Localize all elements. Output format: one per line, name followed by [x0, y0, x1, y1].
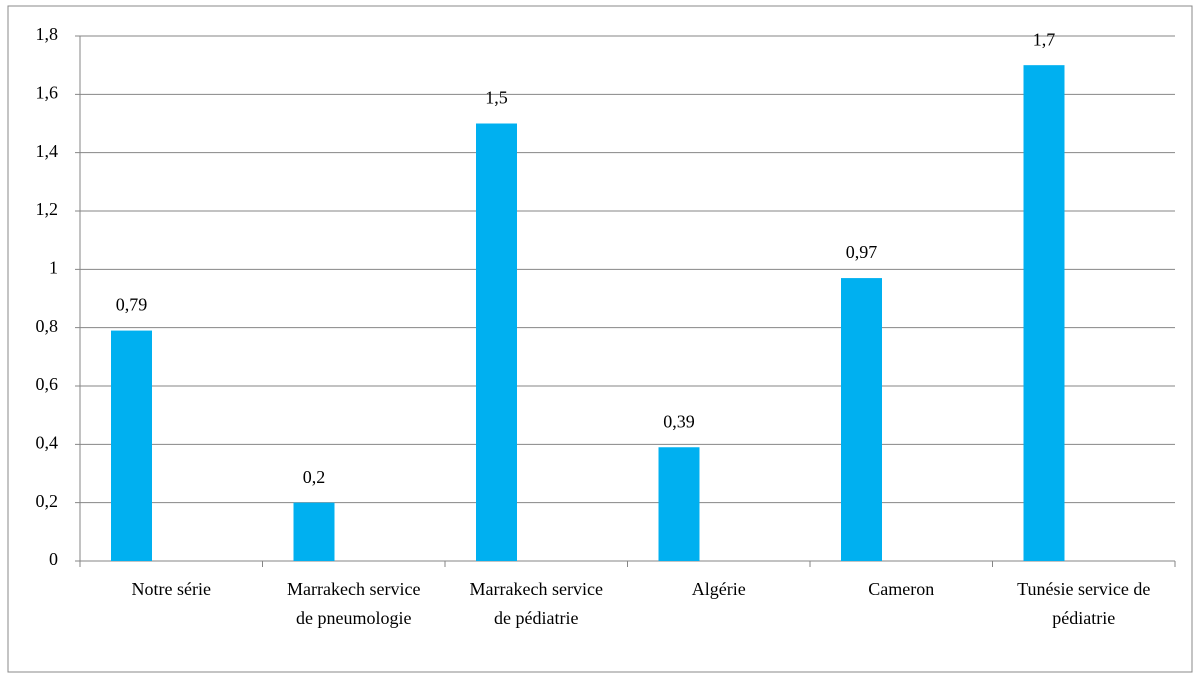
- bar: [841, 278, 882, 561]
- x-tick-label: Marrakech service de pneumologie: [287, 579, 420, 628]
- bar: [111, 330, 152, 561]
- x-tick-label: Marrakech service de pédiatrie: [470, 579, 603, 628]
- data-label: 0,39: [663, 411, 695, 431]
- x-tick-label: Algérie: [692, 579, 746, 599]
- data-label: 0,97: [846, 242, 878, 262]
- y-tick-label: 0: [49, 549, 58, 569]
- y-tick-label: 1: [49, 257, 58, 277]
- data-label: 1,5: [485, 88, 508, 108]
- y-tick-label: 1,6: [36, 82, 59, 102]
- bar: [1023, 65, 1065, 562]
- bar: [293, 502, 335, 561]
- y-tick-label: 0,8: [36, 316, 59, 336]
- y-tick-label: 1,4: [36, 141, 59, 161]
- data-label: 1,7: [1033, 29, 1056, 49]
- x-tick-label: Tunésie service de pédiatrie: [1017, 579, 1150, 628]
- bar: [476, 123, 517, 561]
- y-tick-label: 0,6: [36, 374, 59, 394]
- data-label: 0,79: [116, 295, 148, 315]
- y-tick-label: 1,2: [36, 199, 59, 219]
- data-label: 0,2: [303, 467, 326, 487]
- y-tick-label: 0,2: [36, 491, 59, 511]
- x-tick-label: Notre série: [132, 579, 211, 599]
- y-tick-label: 1,8: [36, 24, 59, 44]
- chart-frame: [7, 5, 1193, 673]
- y-tick-label: 0,4: [36, 432, 59, 452]
- bar: [658, 447, 700, 561]
- x-tick-label: Cameron: [868, 579, 934, 599]
